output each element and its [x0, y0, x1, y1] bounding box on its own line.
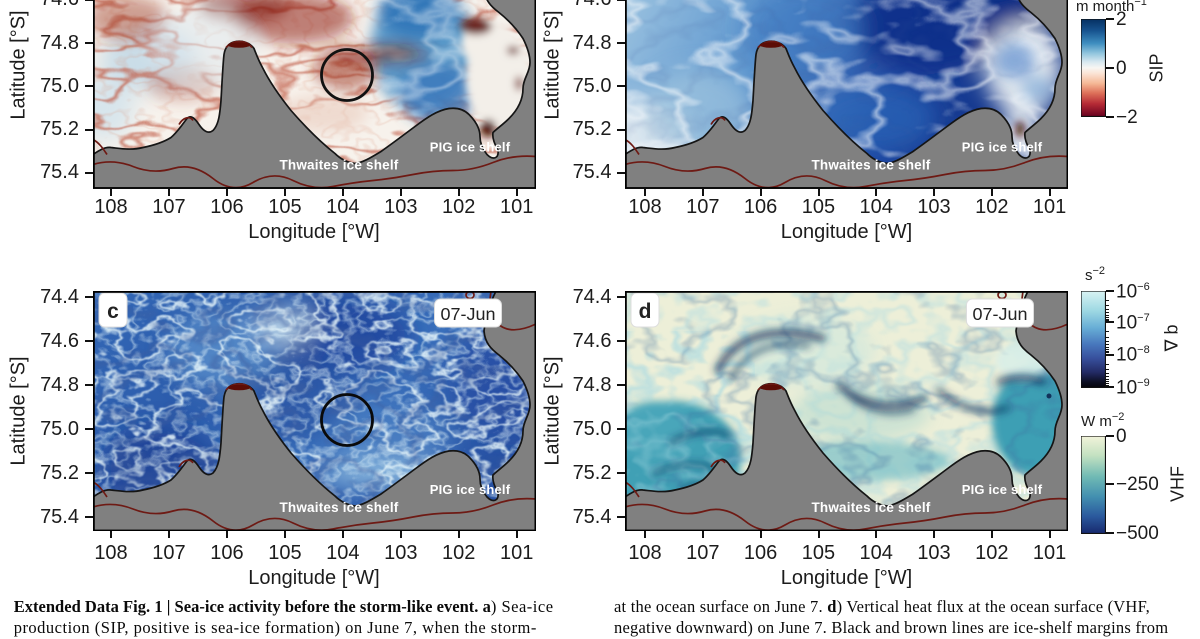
svg-text:PIG ice shelf: PIG ice shelf [962, 139, 1043, 154]
svg-text:07-Jun: 07-Jun [972, 304, 1027, 324]
svg-text:07-Jun: 07-Jun [440, 304, 495, 324]
svg-text:Thwaites ice shelf: Thwaites ice shelf [279, 499, 398, 514]
svg-text:PIG ice shelf: PIG ice shelf [429, 139, 510, 154]
svg-text:Thwaites ice shelf: Thwaites ice shelf [811, 157, 930, 172]
svg-text:c: c [107, 300, 119, 323]
svg-text:PIG ice shelf: PIG ice shelf [429, 481, 510, 496]
svg-text:Thwaites ice shelf: Thwaites ice shelf [279, 157, 398, 172]
svg-text:d: d [639, 300, 652, 323]
svg-text:Thwaites ice shelf: Thwaites ice shelf [811, 500, 930, 515]
svg-text:PIG ice shelf: PIG ice shelf [962, 482, 1043, 497]
